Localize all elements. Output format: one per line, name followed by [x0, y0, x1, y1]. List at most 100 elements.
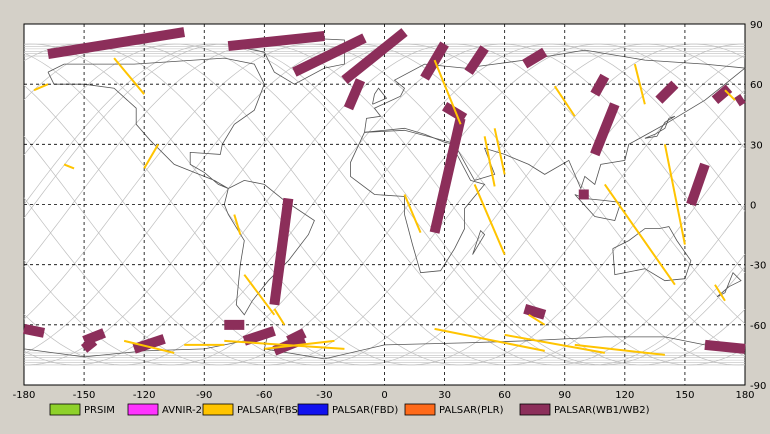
wb-swath [47, 27, 186, 60]
legend-swatch [404, 403, 436, 416]
wb-swath [269, 197, 294, 306]
orbit-track [23, 43, 746, 366]
wb-swath [734, 94, 746, 107]
wb-swath [464, 45, 489, 75]
longitude-tick-label: -30 [316, 390, 332, 401]
fbs-track [433, 59, 462, 125]
wb-swath [341, 28, 408, 85]
fbs-track [574, 343, 665, 356]
coastline [47, 57, 265, 189]
fbs-track [264, 339, 335, 350]
coastline [364, 49, 747, 190]
fbs-track [493, 128, 506, 175]
wb-swath [590, 73, 610, 97]
legend-swatch [49, 403, 81, 416]
fbs-track [273, 308, 286, 326]
legend-swatch [297, 403, 329, 416]
legend-label: PALSAR(FBD) [332, 405, 398, 416]
latitude-tick-labels: 90 60 30 0 -30 -60 -90 [750, 20, 766, 392]
latitude-tick-label: 30 [750, 140, 763, 151]
graticule [24, 24, 745, 385]
longitude-tick-label: -60 [256, 390, 272, 401]
fbs-track [473, 184, 506, 256]
longitude-tick-label: -120 [133, 390, 156, 401]
fbs-track [224, 339, 345, 350]
coastline [350, 129, 486, 274]
legend-swatch [519, 403, 551, 416]
fbs-track [633, 63, 646, 105]
coastline [472, 229, 486, 255]
wb-swath [23, 323, 46, 338]
wb-swath [655, 80, 679, 104]
wb-swath [343, 78, 366, 111]
longitude-tick-label: -180 [13, 390, 36, 401]
longitude-tick-label: 60 [498, 390, 511, 401]
fbs-track [483, 136, 496, 187]
legend-label: AVNIR-2 [162, 405, 202, 416]
wb-swaths [23, 27, 746, 356]
longitude-tick-label: 0 [381, 390, 387, 401]
longitude-tick-label: 180 [735, 390, 754, 401]
fbs-track [504, 333, 605, 354]
longitude-tick-label: 30 [438, 390, 451, 401]
wb-swath [429, 117, 466, 234]
fbs-track [123, 339, 175, 354]
latitude-tick-label: 60 [750, 80, 763, 91]
wb-swath [686, 162, 710, 207]
fbs-track [663, 144, 686, 245]
wb-swath [80, 336, 98, 353]
latitude-tick-label: -60 [750, 321, 766, 332]
longitude-tick-label: 120 [615, 390, 634, 401]
wb-swath [442, 101, 468, 123]
fbs-track [603, 183, 676, 286]
wb-swath [132, 334, 166, 354]
coastline [372, 87, 388, 105]
wb-swath [227, 31, 325, 52]
fbs-track [243, 274, 276, 316]
coastline [223, 179, 315, 316]
fbs-track [724, 89, 736, 101]
wb-swath [523, 304, 547, 320]
legend: PRSIM AVNIR-2 PALSAR(FBS) PALSAR(FBD) PALSAR… [49, 403, 650, 416]
orbit-track [23, 43, 746, 366]
coastline [716, 271, 742, 298]
longitude-tick-labels: -180 -150 -120 -90 -60 -30 0 30 60 90 120 150 180 [13, 390, 755, 401]
wb-swath [522, 47, 548, 69]
legend-swatch [127, 403, 159, 416]
fbs-track [714, 284, 726, 302]
wb-swath [704, 339, 746, 354]
legend-label: PALSAR(FBS) [237, 405, 302, 416]
legend-label: PALSAR(WB1/WB2) [554, 405, 650, 416]
latitude-tick-label: -90 [750, 381, 766, 392]
legend-swatch [202, 403, 234, 416]
fbs-track [434, 327, 545, 352]
wb-swath [286, 328, 307, 346]
legend-label: PRSIM [84, 405, 115, 416]
longitude-tick-label: -90 [196, 390, 212, 401]
fbs-tracks [33, 57, 736, 356]
latitude-tick-label: 0 [750, 201, 756, 212]
latitude-tick-label: -30 [750, 261, 766, 272]
wb-swath [590, 102, 620, 157]
fbs-track [113, 57, 145, 95]
fbs-track [403, 194, 422, 233]
fbs-track [553, 85, 576, 117]
wb-swath [292, 33, 367, 77]
longitude-tick-label: 150 [675, 390, 694, 401]
wb-swath [242, 326, 276, 346]
wb-swath [82, 328, 106, 346]
fbs-track [528, 313, 546, 326]
fbs-track [143, 143, 160, 169]
legend-label: PALSAR(PLR) [439, 405, 504, 416]
longitude-tick-label: 90 [558, 390, 571, 401]
latitude-tick-label: 90 [750, 20, 763, 31]
longitude-tick-label: -150 [73, 390, 96, 401]
coastline [612, 226, 692, 282]
fbs-track [63, 163, 75, 170]
wb-swath [711, 84, 733, 105]
coastline [644, 115, 676, 139]
fbs-track [233, 214, 242, 235]
fbs-track [33, 83, 49, 92]
